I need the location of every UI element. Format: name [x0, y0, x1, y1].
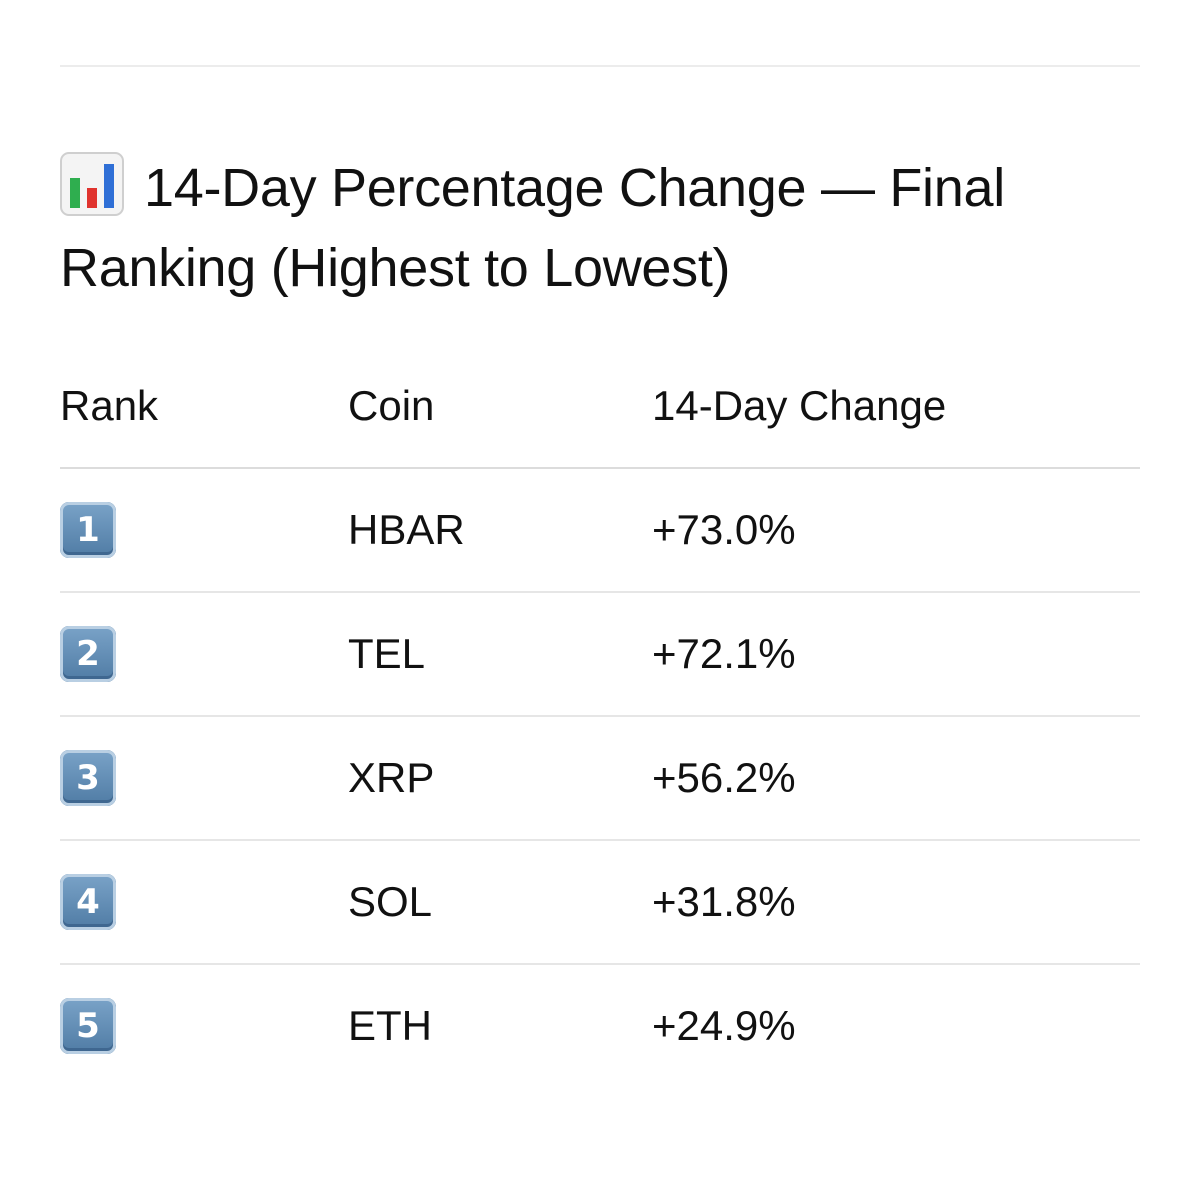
- header-change: 14-Day Change: [652, 382, 947, 429]
- keycap-two-icon: 2: [60, 626, 116, 682]
- change-cell: +72.1%: [652, 630, 796, 677]
- keycap-four-icon: 4: [60, 874, 116, 930]
- page-title: 14-Day Percentage Change — Final Ranking…: [60, 148, 1140, 308]
- change-cell: +56.2%: [652, 754, 796, 801]
- header-coin: Coin: [348, 382, 435, 429]
- bar-chart-icon: [60, 152, 124, 216]
- coin-cell: TEL: [348, 630, 426, 677]
- coin-cell: ETH: [348, 1002, 432, 1049]
- coin-cell: XRP: [348, 754, 435, 801]
- table-row: 5 ETH +24.9%: [60, 965, 1140, 1087]
- title-text: 14-Day Percentage Change — Final Ranking…: [60, 158, 1005, 298]
- change-cell: +73.0%: [652, 506, 796, 553]
- table-header-row: Rank Coin 14-Day Change: [60, 345, 1140, 469]
- keycap-five-icon: 5: [60, 998, 116, 1054]
- change-cell: +31.8%: [652, 878, 796, 925]
- table-row: 1 HBAR +73.0%: [60, 469, 1140, 593]
- coin-cell: HBAR: [348, 506, 465, 553]
- top-divider: [60, 65, 1140, 67]
- keycap-three-icon: 3: [60, 750, 116, 806]
- keycap-one-icon: 1: [60, 502, 116, 558]
- table-row: 3 XRP +56.2%: [60, 717, 1140, 841]
- table-row: 4 SOL +31.8%: [60, 841, 1140, 965]
- table-row: 2 TEL +72.1%: [60, 593, 1140, 717]
- coin-cell: SOL: [348, 878, 433, 925]
- header-rank: Rank: [60, 382, 159, 429]
- ranking-table: Rank Coin 14-Day Change 1 HBAR +73.0% 2 …: [60, 345, 1140, 1087]
- change-cell: +24.9%: [652, 1002, 796, 1049]
